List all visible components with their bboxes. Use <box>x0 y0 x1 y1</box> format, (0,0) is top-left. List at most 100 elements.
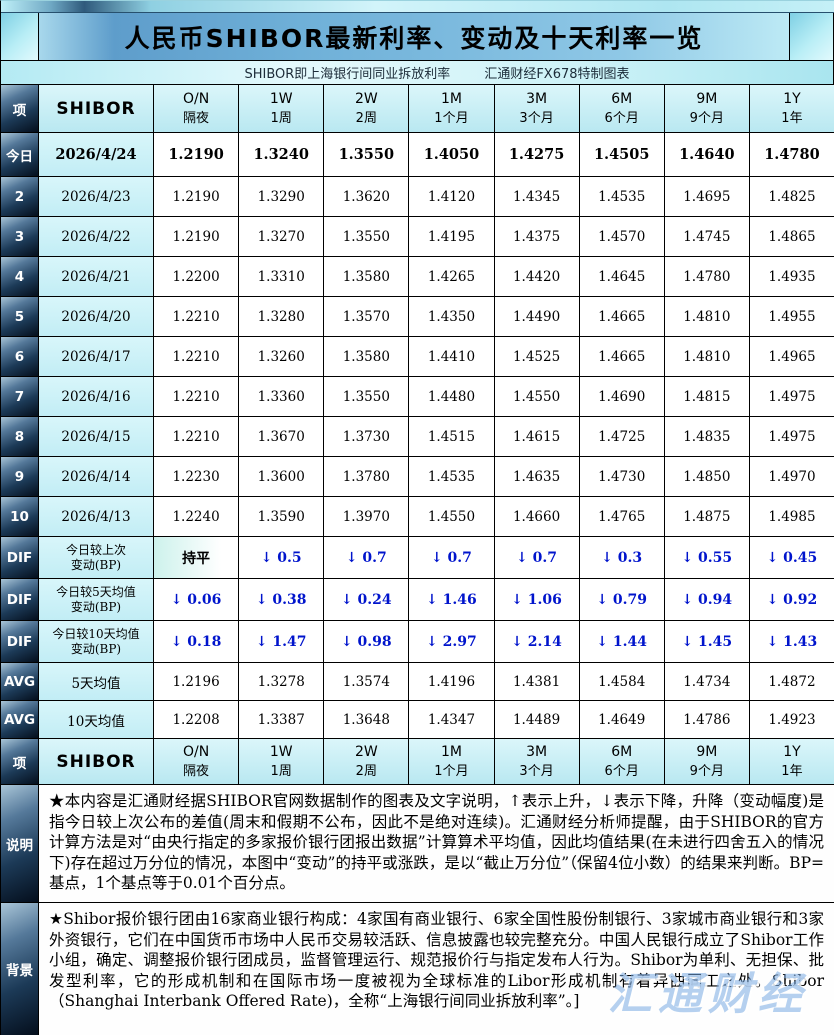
dif-value: ↓ 1.46 <box>409 579 495 621</box>
rate-value: 1.3360 <box>239 377 325 417</box>
avg-value: 1.4381 <box>494 663 580 701</box>
avg-value: 1.4923 <box>749 701 834 739</box>
rate-value: 1.4550 <box>494 377 580 417</box>
column-tenor: 3个月 <box>519 111 554 126</box>
dif-label: 今日较10天均值 变动(BP) <box>39 621 154 663</box>
rate-value: 1.3620 <box>324 177 410 217</box>
rate-value: 1.2230 <box>154 457 240 497</box>
row-index: 9 <box>1 457 39 497</box>
row-index: 6 <box>1 337 39 377</box>
dif-value: ↓ 0.92 <box>749 579 834 621</box>
row-date: 2026/4/23 <box>39 177 154 217</box>
rate-value-today: 1.3240 <box>239 133 325 177</box>
dif-row: DIF 今日较10天均值 变动(BP) ↓ 0.18 ↓ 1.47 ↓ 0.98 ↓ 2.9… <box>1 621 834 663</box>
history-row: 6 2026/4/17 1.2210 1.3260 1.3580 1.4410 1.4525… <box>1 337 834 377</box>
today-index-label: 今日 <box>1 133 39 177</box>
avg-value: 1.3648 <box>324 701 410 739</box>
rate-value: 1.4665 <box>579 337 665 377</box>
row-index: 3 <box>1 217 39 257</box>
dif-value: ↓ 2.97 <box>409 621 495 663</box>
title-corner-right <box>790 13 834 61</box>
dif-label-line1: 今日较上次 <box>65 542 126 557</box>
rate-value: 1.4970 <box>749 457 834 497</box>
column-tenor: 1周 <box>270 111 292 126</box>
column-header-9m: 9M 9个月 <box>664 739 750 785</box>
rate-value: 1.4195 <box>409 217 495 257</box>
column-tenor: 隔夜 <box>183 111 210 126</box>
avg-value: 1.4649 <box>579 701 665 739</box>
rate-value: 1.4810 <box>664 297 750 337</box>
dif-value: ↓ 0.18 <box>154 621 240 663</box>
avg-value: 1.2196 <box>154 663 240 701</box>
column-tenor: 1个月 <box>434 111 469 126</box>
column-tenor: 6个月 <box>604 764 639 779</box>
column-code: 1M <box>440 91 462 107</box>
column-header-1w: 1W 1周 <box>239 85 325 133</box>
subtitle-row: SHIBOR即上海银行间同业拆放利率 汇通财经FX678特制图表 <box>1 61 834 85</box>
column-header-1y: 1Y 1年 <box>749 739 834 785</box>
dif-value: ↓ 0.7 <box>494 537 580 579</box>
rate-value: 1.4865 <box>749 217 834 257</box>
avg-row: AVG 5天均值 1.2196 1.3278 1.3574 1.4196 1.4381 1.4… <box>1 663 834 701</box>
avg-value: 1.4489 <box>494 701 580 739</box>
rate-value: 1.4345 <box>494 177 580 217</box>
column-code: 3M <box>526 91 548 107</box>
avg-value: 1.4584 <box>579 663 665 701</box>
column-tenor: 1年 <box>781 764 803 779</box>
dif-value: ↓ 0.5 <box>239 537 325 579</box>
row-date: 2026/4/14 <box>39 457 154 497</box>
avg-value: 1.4347 <box>409 701 495 739</box>
column-code: 3M <box>526 744 548 760</box>
rate-value: 1.4535 <box>579 177 665 217</box>
row-date: 2026/4/15 <box>39 417 154 457</box>
table-footer-header-row: 项 SHIBOR O/N 隔夜 1W 1周 2W 2周 1M 1个月 3M 3个月 6M 6个月 9M 9… <box>1 739 834 785</box>
title-corner-left <box>1 13 39 61</box>
column-tenor: 9个月 <box>689 764 724 779</box>
avg-value: 1.3278 <box>239 663 325 701</box>
table-header-row: 项 SHIBOR O/N 隔夜 1W 1周 2W 2周 1M 1个月 3M 3个月 6M 6个月 9M 9… <box>1 85 834 133</box>
row-index: 7 <box>1 377 39 417</box>
header-shibor-label: SHIBOR <box>39 85 154 133</box>
dif-value: ↓ 0.24 <box>324 579 410 621</box>
dif-value: ↓ 1.44 <box>579 621 665 663</box>
rate-value-today: 1.4505 <box>579 133 665 177</box>
column-code: 6M <box>611 91 633 107</box>
dif-label: 今日较5天均值 变动(BP) <box>39 579 154 621</box>
rate-value: 1.2190 <box>154 217 240 257</box>
column-code: 1Y <box>783 91 801 107</box>
title-row: 人民币SHIBOR最新利率、变动及十天利率一览 <box>1 13 834 61</box>
dif-value: ↓ 0.79 <box>579 579 665 621</box>
rate-value: 1.4635 <box>494 457 580 497</box>
dif-label-line2: 变动(BP) <box>70 557 122 572</box>
column-code: 9M <box>696 91 718 107</box>
rate-value: 1.3730 <box>324 417 410 457</box>
today-date: 2026/4/24 <box>39 133 154 177</box>
avg-index: AVG <box>1 701 39 739</box>
dif-value: ↓ 2.14 <box>494 621 580 663</box>
rate-value: 1.4410 <box>409 337 495 377</box>
history-row: 7 2026/4/16 1.2210 1.3360 1.3550 1.4480 1.4550… <box>1 377 834 417</box>
rate-value: 1.4780 <box>664 257 750 297</box>
avg-row: AVG 10天均值 1.2208 1.3387 1.3648 1.4347 1.4489 1.… <box>1 701 834 739</box>
column-header-2w: 2W 2周 <box>324 739 410 785</box>
column-header-2w: 2W 2周 <box>324 85 410 133</box>
rate-value: 1.4690 <box>579 377 665 417</box>
column-tenor: 6个月 <box>604 111 639 126</box>
background-row: 背景 ★Shibor报价银行团由16家商业银行构成：4家国有商业银行、6家全国性… <box>1 903 834 1035</box>
dif-value: 持平 <box>154 537 240 579</box>
dif-index: DIF <box>1 579 39 621</box>
history-row: 10 2026/4/13 1.2240 1.3590 1.3970 1.4550 1.466… <box>1 497 834 537</box>
row-index: 2 <box>1 177 39 217</box>
rate-value: 1.4725 <box>579 417 665 457</box>
column-code: 6M <box>611 744 633 760</box>
rate-value: 1.3550 <box>324 377 410 417</box>
rate-value: 1.4550 <box>409 497 495 537</box>
history-row: 8 2026/4/15 1.2210 1.3670 1.3730 1.4515 1.4615… <box>1 417 834 457</box>
rate-value: 1.4515 <box>409 417 495 457</box>
column-code: 1Y <box>783 744 801 760</box>
column-code: 2W <box>354 744 378 760</box>
column-header-1m: 1M 1个月 <box>409 739 495 785</box>
rate-value: 1.4570 <box>579 217 665 257</box>
footer-index-label: 项 <box>1 739 39 785</box>
history-row: 5 2026/4/20 1.2210 1.3280 1.3570 1.4350 1.4490… <box>1 297 834 337</box>
